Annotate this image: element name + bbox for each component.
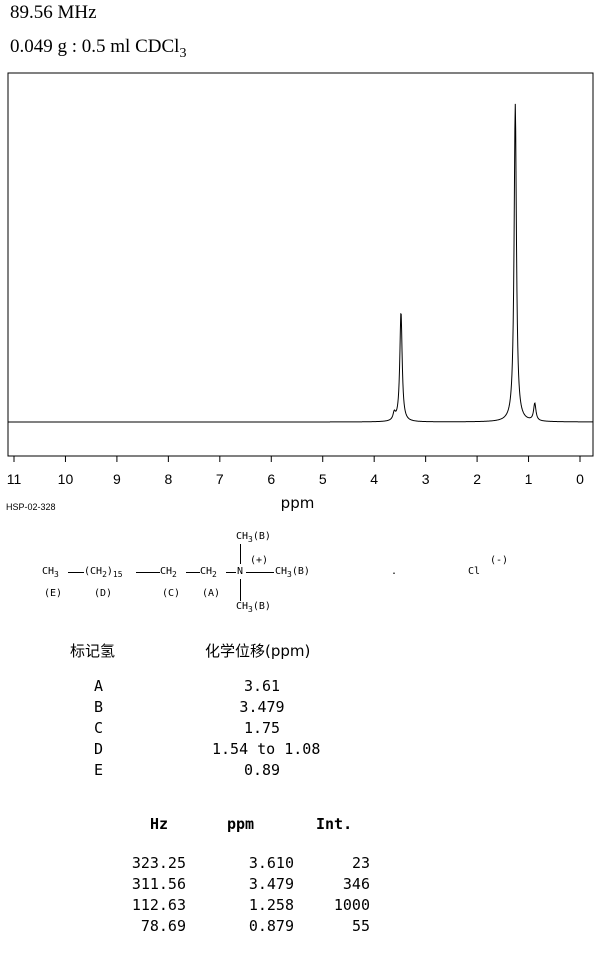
x-tick-label: 6 (267, 471, 275, 487)
x-tick-label: 9 (113, 471, 121, 487)
ch2-a: CH2 (200, 566, 217, 579)
peak-cell: 0.879 (248, 917, 294, 935)
charge-plus: (+) (250, 555, 269, 566)
hydrogen-label: B (94, 698, 104, 716)
nmr-spectrum-chart: 11 10 9 8 7 6 5 4 3 2 1 0 (7, 72, 594, 487)
nitrogen: N (237, 566, 244, 577)
x-tick-label: 5 (319, 471, 327, 487)
bond-n-right (246, 572, 274, 573)
methyl-top: CH3(B) (236, 531, 271, 544)
plot-frame (7, 72, 594, 457)
chain-ch2-repeat: (CH2)15 (84, 566, 123, 579)
peak-cell: 3.610 (248, 854, 294, 872)
chemical-shift: 1.54 to 1.08 (212, 740, 321, 758)
bond-c-a (186, 572, 200, 573)
sample-concentration: 0.049 g : 0.5 ml CDCl3 (10, 36, 186, 62)
x-tick-label: 8 (164, 471, 172, 487)
bond-d-c (136, 572, 160, 573)
charge-minus: (-) (490, 555, 509, 566)
hydrogen-label: E (94, 761, 104, 779)
x-tick-label: 7 (216, 471, 224, 487)
chain-ch3: CH3 (42, 566, 59, 579)
chemical-shift: 0.89 (243, 761, 281, 779)
peak-header-2: Int. (316, 815, 353, 833)
x-tick-label: 3 (422, 471, 430, 487)
spectrometer-frequency: 89.56 MHz (10, 2, 97, 23)
x-tick-label: 1 (525, 471, 533, 487)
bond-n-bottom (240, 579, 241, 601)
counterion: Cl (468, 566, 481, 577)
hydrogen-label: D (94, 740, 104, 758)
assignment-row: B 3.479 (94, 698, 394, 719)
peak-row: 78.69 0.879 55 (130, 917, 380, 938)
label-a: (A) (202, 588, 221, 599)
x-axis-ticks: 11 10 9 8 7 6 5 4 3 2 1 0 (7, 456, 584, 487)
peak-cell: 346 (342, 875, 370, 893)
assignment-row: C 1.75 (94, 719, 394, 740)
label-d: (D) (94, 588, 113, 599)
peak-cell: 1000 (333, 896, 370, 914)
assignment-row: A 3.61 (94, 677, 394, 698)
hydrogen-label: A (94, 677, 104, 695)
ch2-c: CH2 (160, 566, 177, 579)
chemical-shift: 3.61 (243, 677, 281, 695)
chemical-shift: 3.479 (239, 698, 285, 716)
spectrum-trace (8, 103, 593, 423)
peak-row: 311.56 3.479 346 (130, 875, 380, 896)
x-tick-label: 10 (58, 471, 74, 487)
assignment-row: E 0.89 (94, 761, 394, 782)
peak-cell: 1.258 (248, 896, 294, 914)
assignment-row: D 1.54 to 1.08 (94, 740, 394, 761)
x-tick-label: 11 (7, 471, 22, 487)
chemical-shift: 1.75 (243, 719, 281, 737)
peak-cell: 23 (351, 854, 370, 872)
sample-subscript: 3 (179, 45, 187, 61)
peak-cell: 55 (351, 917, 370, 935)
hydrogen-label: C (94, 719, 104, 737)
x-tick-label: 0 (576, 471, 584, 487)
peak-row: 323.25 3.610 23 (130, 854, 380, 875)
peak-cell: 311.56 (131, 875, 186, 893)
peak-row: 112.63 1.258 1000 (130, 896, 380, 917)
x-tick-label: 2 (473, 471, 481, 487)
label-c: (C) (162, 588, 181, 599)
bond-n-top (240, 544, 241, 564)
x-tick-label: 4 (370, 471, 378, 487)
methyl-bottom: CH3(B) (236, 601, 271, 614)
peak-cell: 323.25 (131, 854, 186, 872)
bond-e-d (68, 572, 84, 573)
peak-cell: 78.69 (140, 917, 186, 935)
peak-cell: 3.479 (248, 875, 294, 893)
spectrum-code: HSP-02-328 (6, 502, 56, 512)
peak-header-1: ppm (227, 815, 255, 833)
bond-a-n (226, 572, 236, 573)
methyl-right: CH3(B) (275, 566, 310, 579)
salt-dot: . (391, 566, 398, 577)
label-e: (E) (44, 588, 63, 599)
peak-header-0: Hz (150, 815, 169, 833)
assignment-col-shift: 化学位移(ppm) (205, 642, 311, 660)
x-axis-title: ppm (280, 494, 315, 512)
assignment-col-label: 标记氢 (70, 642, 116, 660)
peak-cell: 112.63 (131, 896, 186, 914)
sample-text: 0.049 g : 0.5 ml CDCl (10, 36, 180, 57)
